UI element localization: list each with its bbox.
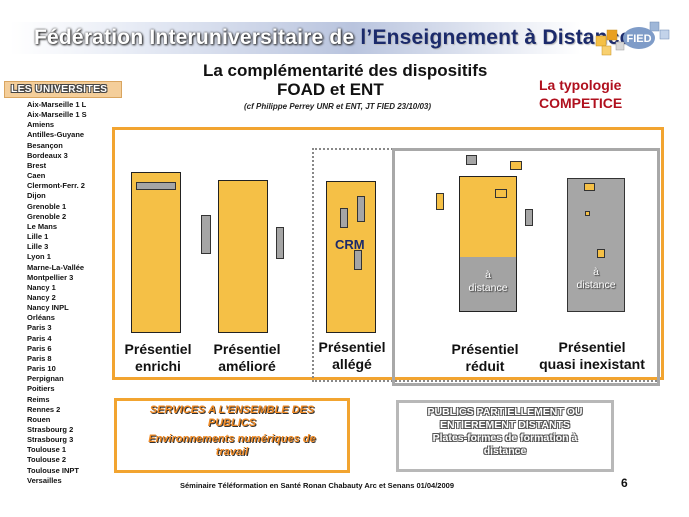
- services-frame: [112, 127, 664, 380]
- header-title-light: Fédération Interuniversitaire de: [34, 26, 355, 49]
- label-ameliore: Présentiel amélioré: [213, 341, 281, 374]
- services-heading: SERVICES A L’ENSEMBLE DES PUBLICS: [149, 404, 315, 429]
- sidebar-heading: LES UNIVERSITES: [4, 81, 122, 98]
- column-reduit-square-3: [495, 189, 507, 198]
- university-item: Caen: [27, 171, 46, 181]
- university-item: Besançon: [27, 140, 63, 150]
- label-enrichi: Présentiel enrichi: [124, 341, 192, 374]
- column-reduit-bar-2: [525, 209, 533, 226]
- university-item: Brest: [27, 160, 47, 170]
- typology-title-line2: COMPETICE: [539, 95, 623, 111]
- footer-text: Séminaire Téléformation en Santé Ronan C…: [180, 481, 454, 490]
- page-subtitle: (cf Philippe Perrey UNR et ENT, JT FIED …: [244, 102, 432, 111]
- university-item: Versailles: [27, 475, 62, 485]
- university-item: Paris 6: [27, 343, 52, 353]
- university-item: Poitiers: [27, 384, 55, 394]
- university-item: Nancy INPL: [27, 303, 69, 313]
- column-quasi-square-1: [584, 183, 595, 191]
- university-item: Aix-Marseille 1 L: [27, 100, 87, 109]
- header-banner: [10, 22, 581, 54]
- header-title: Fédération Interuniversitaire de l’Ensei…: [34, 26, 631, 50]
- university-item: Toulouse 1: [27, 445, 67, 455]
- university-item: Lille 3: [27, 242, 49, 252]
- university-item: Orléans: [27, 313, 55, 323]
- university-item: Paris 4: [27, 333, 52, 343]
- page-number: 6: [621, 476, 628, 490]
- label-quasi-inexistant: Présentiel quasi inexistant: [539, 339, 645, 372]
- reduit-a-distance-label: à distance: [468, 269, 508, 294]
- header-title-dark: l’Enseignement à Distance: [360, 26, 632, 49]
- label-allege: Présentiel allégé: [318, 339, 386, 372]
- page-title-line2: FOAD et ENT: [277, 80, 384, 99]
- university-item: Lille 1: [27, 232, 49, 242]
- university-item: Le Mans: [27, 221, 58, 231]
- university-list: Aix-Marseille 1 L Aix-Marseille 1 S Amiens…: [27, 100, 117, 486]
- university-item: Clermont-Ferr. 2: [27, 181, 85, 191]
- publics-box: PUBLICS PARTIELLEMENT OU ENTIEREMENT DIS…: [396, 400, 614, 472]
- column-reduit-square-2: [510, 161, 522, 170]
- column-allege-bar-2: [357, 196, 365, 222]
- column-allege-bar-1: [340, 208, 348, 228]
- column-quasi-square-3: [597, 249, 605, 258]
- university-item: Marne-La-Vallée: [27, 262, 85, 272]
- services-box: SERVICES A L’ENSEMBLE DES PUBLICS Enviro…: [114, 398, 350, 473]
- university-item: Lyon 1: [27, 252, 51, 262]
- university-item: Nancy 2: [27, 292, 56, 302]
- university-item: Toulouse INPT: [27, 465, 79, 475]
- publics-subheading: Plates-formes de formation à distance: [432, 432, 578, 457]
- university-item: Paris 8: [27, 353, 52, 363]
- column-ameliore-bar-left: [201, 215, 211, 254]
- university-item: Amiens: [27, 120, 55, 130]
- university-item: Bordeaux 3: [27, 150, 68, 160]
- publics-heading: PUBLICS PARTIELLEMENT OU ENTIEREMENT DIS…: [427, 406, 583, 431]
- label-reduit: Présentiel réduit: [451, 341, 519, 374]
- column-reduit-bar-1: [436, 193, 444, 210]
- column-ameliore: [218, 180, 268, 333]
- column-allege: [326, 181, 376, 333]
- university-item: Rennes 2: [27, 404, 61, 414]
- page-title-line1: La complémentarité des dispositifs: [203, 61, 488, 80]
- column-enrichi: [131, 172, 181, 333]
- column-reduit-square-1: [466, 155, 477, 165]
- column-enrichi-bar: [136, 182, 176, 190]
- university-item: Perpignan: [27, 374, 64, 384]
- column-allege-bar-3: [354, 250, 362, 270]
- university-item: Grenoble 2: [27, 211, 67, 221]
- quasi-a-distance-label: à distance: [576, 266, 616, 291]
- university-item: Toulouse 2: [27, 455, 67, 465]
- fied-puzzle-logo-icon: FIED: [595, 21, 670, 56]
- column-quasi-square-2: [585, 211, 590, 216]
- university-item: Strasbourg 3: [27, 435, 74, 445]
- university-item: Aix-Marseille 1 S: [27, 110, 87, 120]
- university-item: Antilles-Guyane: [27, 130, 85, 140]
- university-item: Dijon: [27, 191, 46, 201]
- column-quasi-inexistant: [567, 178, 625, 312]
- column-ameliore-bar-right: [276, 227, 284, 259]
- column-reduit-distance-area: [460, 257, 516, 311]
- crm-label: CRM: [335, 237, 365, 252]
- university-item: Reims: [27, 394, 50, 404]
- university-item: Nancy 1: [27, 282, 56, 292]
- typology-title-line1: La typologie: [539, 77, 622, 93]
- university-item: Paris 3: [27, 323, 52, 333]
- university-item: Rouen: [27, 414, 51, 424]
- services-subheading: Environnements numériques de travail: [148, 433, 316, 458]
- logo-text: FIED: [626, 33, 651, 45]
- university-item: Montpellier 3: [27, 272, 74, 282]
- university-item: Grenoble 1: [27, 201, 67, 211]
- university-item: Paris 10: [27, 364, 56, 374]
- distance-frame: [392, 148, 660, 386]
- university-item: Strasbourg 2: [27, 425, 74, 434]
